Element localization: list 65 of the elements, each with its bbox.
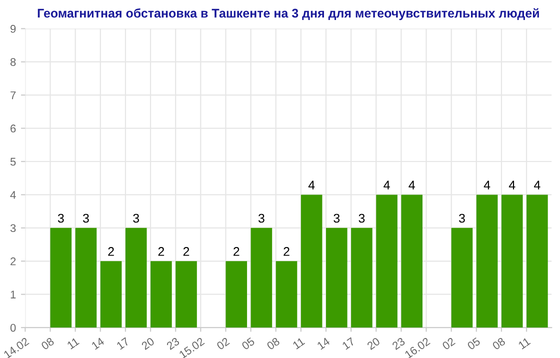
data-label: 4 <box>308 180 315 190</box>
bar <box>125 228 147 328</box>
data-label: 3 <box>58 214 64 223</box>
bar <box>250 228 272 328</box>
y-tick-label: 8 <box>10 58 16 66</box>
data-label: 2 <box>108 247 114 256</box>
data-label: 2 <box>183 247 190 256</box>
bar <box>276 261 298 328</box>
x-tick-label: 08 <box>266 337 280 350</box>
x-tick-label: 02 <box>442 337 456 350</box>
x-tick-label: 11 <box>292 337 306 350</box>
bar <box>476 194 498 328</box>
y-tick-label: 2 <box>10 257 16 266</box>
data-label: 4 <box>534 180 540 190</box>
y-tick-label: 9 <box>10 24 16 33</box>
y-tick-label: 5 <box>10 158 16 166</box>
data-label: 3 <box>458 214 465 223</box>
x-tick-label: 17 <box>342 337 356 350</box>
y-tick-label: 4 <box>10 191 16 199</box>
data-label: 4 <box>508 180 516 190</box>
bar <box>526 194 548 328</box>
bar <box>176 261 197 328</box>
bar <box>75 228 97 328</box>
x-tick-label: 05 <box>466 337 481 350</box>
data-label: 3 <box>334 214 340 223</box>
data-label: 4 <box>408 180 415 190</box>
bar <box>226 261 248 328</box>
bar <box>150 261 172 328</box>
x-tick-label: 08 <box>492 337 506 350</box>
bar <box>326 228 348 328</box>
bar <box>501 194 523 328</box>
data-label: 4 <box>484 180 490 190</box>
x-tick-label: 11 <box>66 337 80 350</box>
bar <box>351 228 372 328</box>
x-tick-label: 02 <box>216 337 230 350</box>
x-tick-label: 08 <box>40 337 55 350</box>
y-tick-label: 7 <box>10 91 16 100</box>
bar <box>100 261 122 328</box>
x-tick-label: 14 <box>316 337 330 350</box>
x-tick-label: 17 <box>116 337 130 350</box>
x-tick-label: 23 <box>392 337 406 350</box>
bar <box>376 194 398 328</box>
data-label: 2 <box>158 247 164 256</box>
data-label: 4 <box>384 180 390 190</box>
y-tick-label: 1 <box>10 290 16 298</box>
x-tick-label: 05 <box>241 337 256 350</box>
data-label: 3 <box>82 214 89 223</box>
y-tick-label: 0 <box>10 324 16 332</box>
data-label: 2 <box>284 247 290 256</box>
bar <box>451 228 473 328</box>
y-tick-label: 6 <box>10 124 16 132</box>
x-tick-label: 14 <box>91 337 105 350</box>
bar <box>300 194 322 328</box>
x-tick-label: 20 <box>141 337 155 350</box>
data-label: 3 <box>133 214 140 223</box>
x-tick-label: 11 <box>518 337 531 350</box>
x-tick-label: 20 <box>366 337 380 350</box>
y-tick-label: 3 <box>10 224 16 232</box>
data-label: 3 <box>358 214 365 223</box>
x-tick-label: 23 <box>166 337 180 350</box>
chart-title: Геомагнитная обстановка в Ташкенте на 3 дня для метеочувствительных людей <box>38 8 539 20</box>
data-label: 2 <box>234 247 240 256</box>
bar <box>50 228 72 328</box>
bar <box>401 194 423 328</box>
data-label: 3 <box>258 214 264 223</box>
